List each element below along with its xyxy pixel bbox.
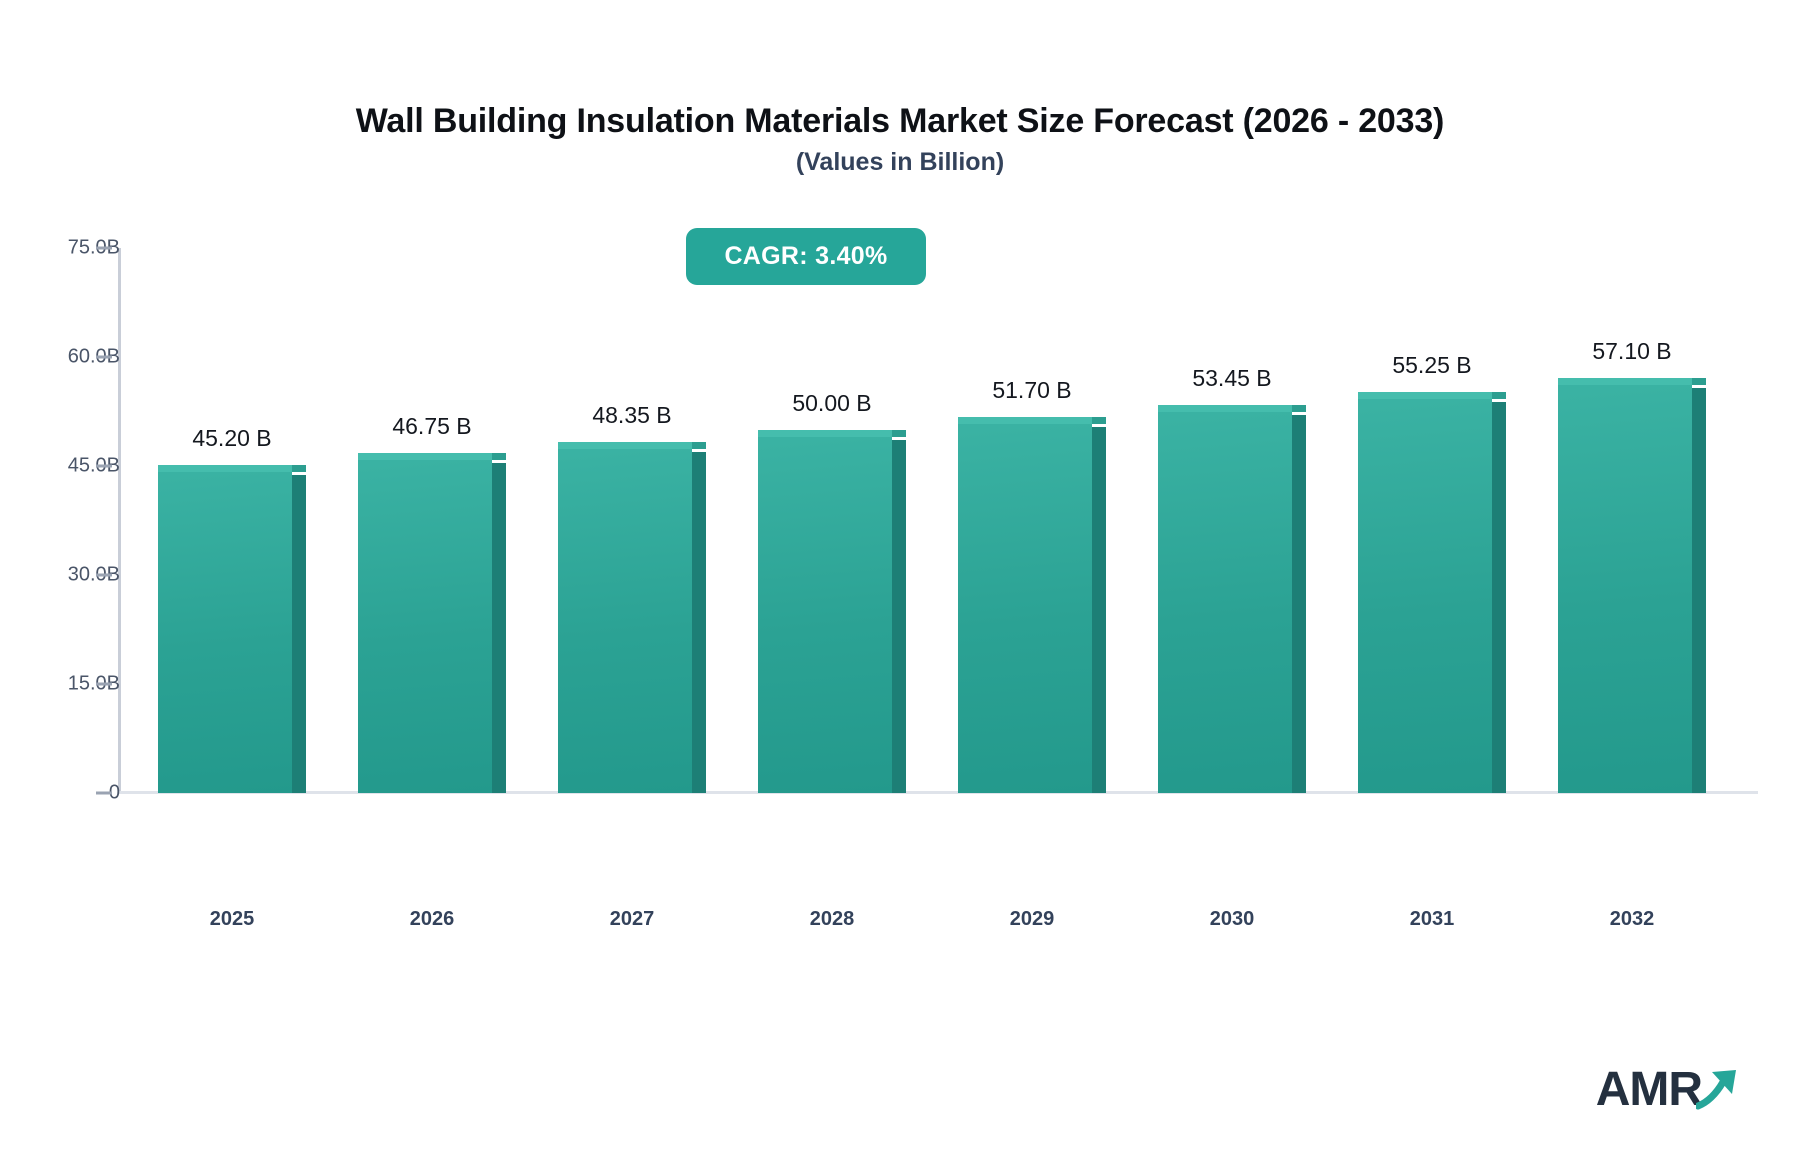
bar-top-face <box>758 429 906 437</box>
bar-value-label: 57.10 B <box>1592 338 1672 365</box>
x-axis-tick-label: 2031 <box>1409 908 1455 930</box>
x-axis-tick-label: 2030 <box>1209 908 1255 930</box>
bar-face <box>1358 391 1492 793</box>
bar <box>358 453 506 793</box>
amr-logo-text: AMR <box>1595 1063 1703 1116</box>
bar <box>158 464 306 793</box>
bar-side-shadow <box>1492 401 1506 793</box>
bar-face <box>158 464 292 793</box>
bar <box>1358 391 1506 793</box>
x-axis-tick-label: 2025 <box>209 908 255 930</box>
plot-area: 45.20 B 46.75 B 48.35 B 50.00 B 51.70 B 53.45… <box>118 248 1718 793</box>
bar <box>758 429 906 793</box>
chart-subtitle: (Values in Billion) <box>795 148 1005 176</box>
y-axis-tick-mark <box>96 246 112 250</box>
bar-side-shadow <box>1692 388 1706 793</box>
bar-top-face <box>958 417 1106 425</box>
arrow-up-right-icon <box>1696 1070 1736 1110</box>
y-axis-tick-mark <box>96 791 112 795</box>
bar-top-face <box>1158 404 1306 412</box>
x-axis-tick-label: 2032 <box>1609 908 1655 930</box>
bar-face <box>758 429 892 793</box>
bar <box>1158 404 1306 793</box>
y-axis-tick-mark <box>96 573 112 577</box>
chart-title: Wall Building Insulation Materials Marke… <box>355 102 1445 140</box>
y-axis-tick-label: 15.0B <box>67 672 120 695</box>
amr-logo: AMR <box>1596 1066 1742 1114</box>
y-axis-tick-label: 45.0B <box>67 454 120 477</box>
bar-side-shadow <box>892 439 906 793</box>
bar-value-label: 51.70 B <box>992 377 1072 404</box>
bar-top-face <box>1358 391 1506 399</box>
bar-top-face <box>358 453 506 461</box>
bar-top-face <box>1558 378 1706 386</box>
y-axis-tick-mark <box>96 464 112 468</box>
bar-top-face <box>158 464 306 472</box>
bar-value-label: 55.25 B <box>1392 351 1472 378</box>
bar-side-shadow <box>1292 414 1306 793</box>
bar <box>1558 378 1706 793</box>
y-axis-tick-label: 75.0B <box>67 236 120 259</box>
bar-face <box>558 441 692 793</box>
y-axis-tick-label: 30.0B <box>67 563 120 586</box>
bar-face <box>1158 404 1292 793</box>
bar-face <box>358 453 492 793</box>
bar-value-label: 45.20 B <box>192 424 272 451</box>
bar <box>958 417 1106 793</box>
bar <box>558 441 706 793</box>
bar-face <box>958 417 1092 793</box>
y-axis-tick-mark <box>96 682 112 686</box>
y-axis-tick-label: 0 <box>108 781 120 804</box>
x-axis-line <box>118 791 1758 794</box>
bar-side-shadow <box>292 474 306 793</box>
bar-value-label: 46.75 B <box>392 413 472 440</box>
bar-value-label: 53.45 B <box>1192 364 1272 391</box>
y-axis-line <box>118 248 121 793</box>
cagr-badge: CAGR: 3.40% <box>686 228 926 285</box>
bar-side-shadow <box>692 451 706 793</box>
bar-side-shadow <box>492 463 506 793</box>
bar-value-label: 50.00 B <box>792 389 872 416</box>
x-axis-tick-label: 2026 <box>409 908 455 930</box>
bar-top-face <box>558 441 706 449</box>
y-axis-tick-label: 60.0B <box>67 345 120 368</box>
bar-value-label: 48.35 B <box>592 401 672 428</box>
x-axis-tick-label: 2027 <box>609 908 655 930</box>
bar-face <box>1558 378 1692 793</box>
x-axis-tick-label: 2028 <box>809 908 855 930</box>
y-axis-tick-mark <box>96 355 112 359</box>
cagr-badge-label: CAGR: 3.40% <box>724 242 888 270</box>
bar-side-shadow <box>1092 427 1106 793</box>
x-axis-tick-label: 2029 <box>1009 908 1055 930</box>
